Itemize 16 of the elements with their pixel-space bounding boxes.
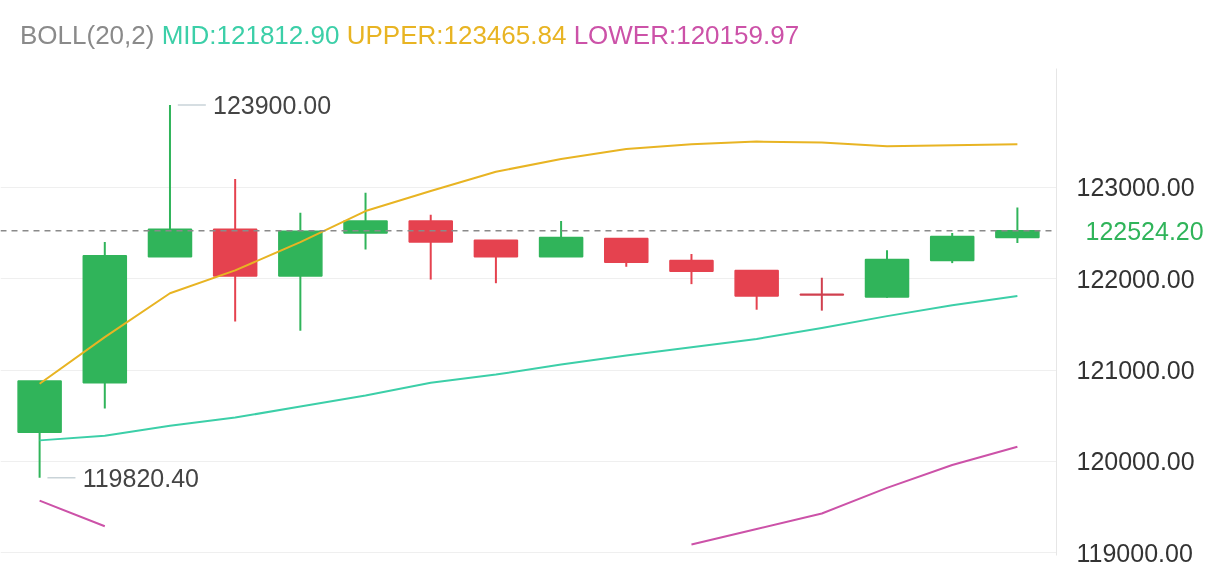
candlestick [343,191,388,251]
annotation: 123900.00 [213,91,332,120]
line-series [38,295,1019,442]
y-tick-label: 119000.00 [1076,538,1193,567]
chart-title: BOLL(20,2) [20,20,155,50]
text: LOWER:120159.97 [573,20,800,50]
ref-line-label: 122524.20 [1085,216,1204,245]
y-tick-label: 123000.00 [1076,173,1195,202]
y-tick-label: 120000.00 [1076,447,1195,476]
text: MID:121812.90 [161,20,340,50]
y-tick-label: 122000.00 [1076,264,1195,293]
line-series [38,140,1019,385]
annotation: 119820.40 [82,463,199,492]
y-tick-label: 121000.00 [1076,356,1195,385]
candlestick [799,276,845,312]
text: UPPER:123465.84 [346,20,567,50]
